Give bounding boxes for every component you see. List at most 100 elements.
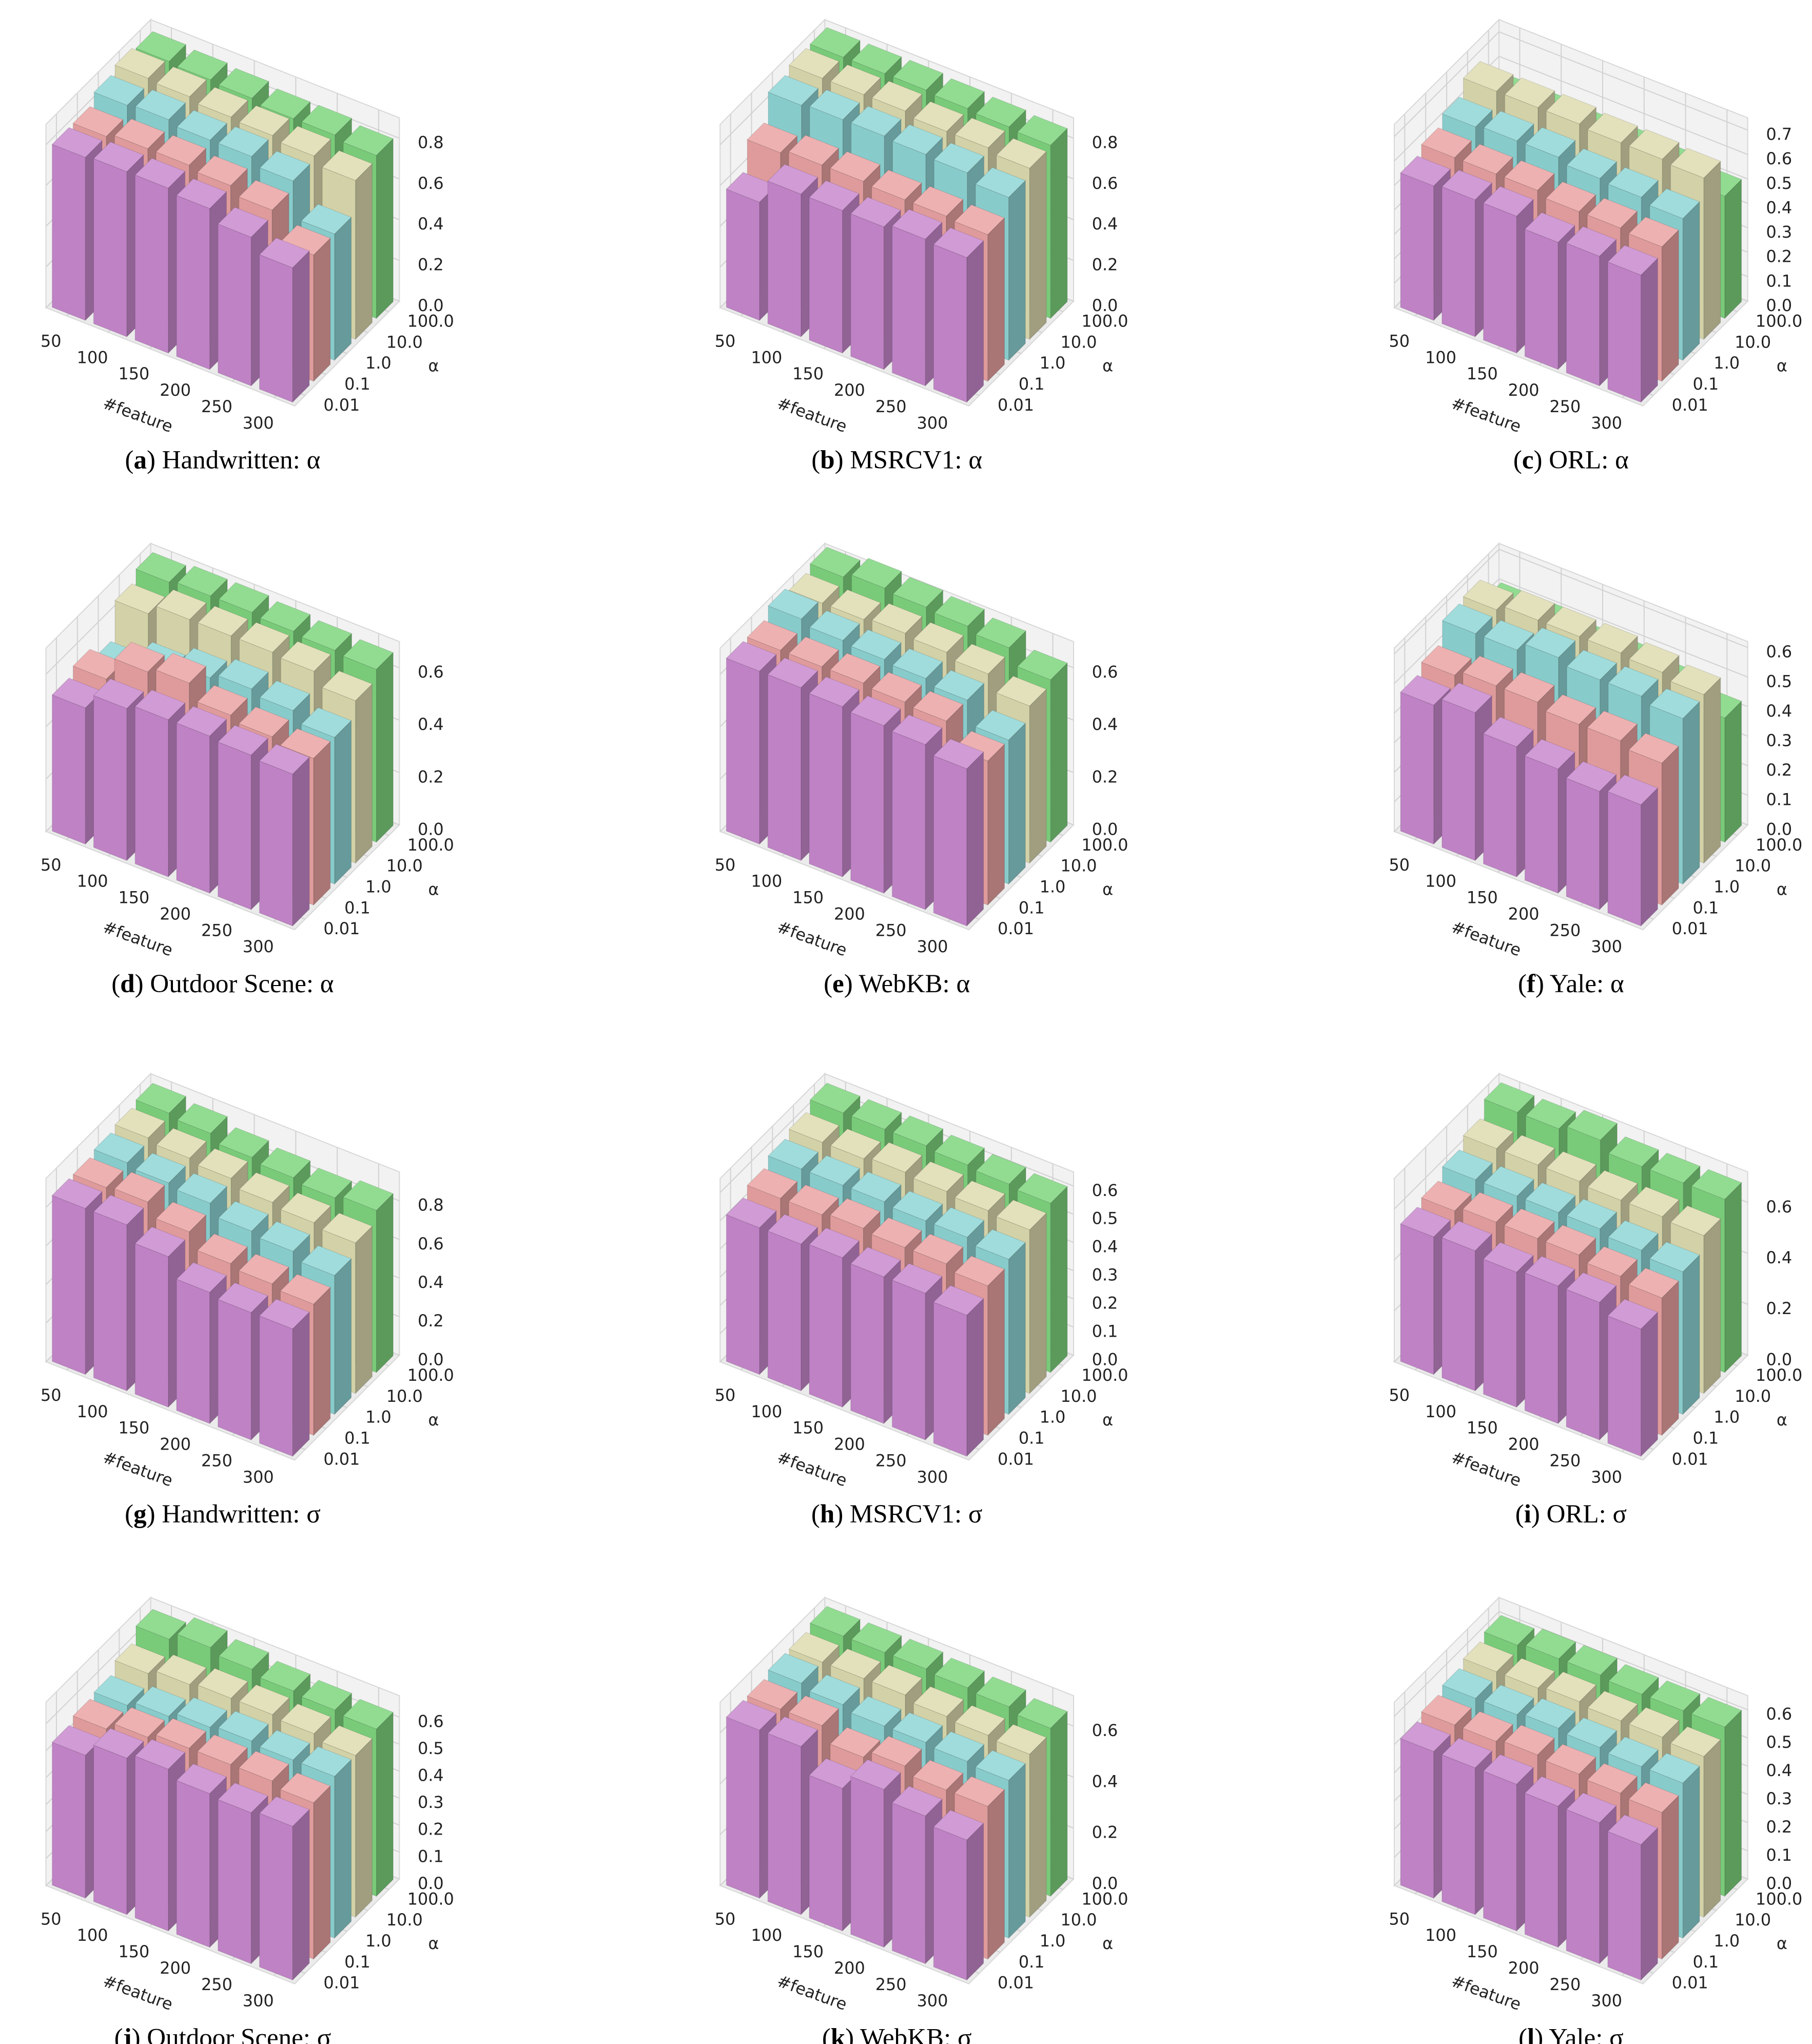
bar-top <box>177 1103 228 1134</box>
bar-side <box>1050 1185 1068 1374</box>
y-axis-label: α <box>1777 1934 1787 1953</box>
bar-top <box>1670 664 1721 695</box>
y-tick-label: 10.0 <box>1061 1910 1097 1930</box>
bar-top <box>342 639 394 670</box>
bar-top <box>830 64 882 95</box>
bar-top <box>1483 110 1534 142</box>
z-tick-label: 0.2 <box>1092 1294 1118 1313</box>
bar-top <box>892 1190 943 1222</box>
caption: (k) WebKB: σ <box>822 2023 972 2044</box>
bar-top <box>1586 1763 1638 1794</box>
bar-front <box>850 1776 885 1948</box>
bar-top <box>1463 61 1514 92</box>
bar-top <box>788 1184 840 1216</box>
z-tick-label: 0.1 <box>1092 1321 1118 1341</box>
bar-top <box>788 48 840 79</box>
bar-top <box>321 150 373 181</box>
bar-front <box>1607 1315 1642 1457</box>
bar-top <box>1628 1707 1680 1738</box>
bar-top <box>238 1254 290 1284</box>
z-tick-label: 0.0 <box>418 296 444 315</box>
y-tick-label: 1.0 <box>1040 1407 1066 1427</box>
bar-top <box>218 126 269 157</box>
bar-side <box>1029 1212 1047 1395</box>
z-tick-label: 0.0 <box>1092 1874 1118 1893</box>
x-tick-label: 200 <box>834 1435 865 1454</box>
y-tick-label: 0.01 <box>1672 1449 1708 1469</box>
bar-top <box>829 652 881 684</box>
y-tick-label: 0.1 <box>1019 1952 1045 1972</box>
bar-top <box>871 1217 922 1248</box>
y-tick-label: 10.0 <box>386 332 423 352</box>
bar-top <box>301 707 352 738</box>
z-tick-label: 0.0 <box>418 1349 444 1369</box>
z-tick-label: 0.0 <box>418 1874 444 1893</box>
bar-front <box>1566 778 1600 910</box>
bar-top <box>767 588 819 620</box>
bar-side <box>1008 180 1026 361</box>
bar-front <box>1607 261 1642 403</box>
bar-top <box>1628 1267 1680 1299</box>
bar-top <box>851 43 902 74</box>
x-tick-label: 100 <box>77 1402 108 1421</box>
bar-top <box>788 636 840 667</box>
caption-part: ) Yale: α <box>1535 970 1624 998</box>
x-tick-label: 200 <box>1508 380 1540 400</box>
x-tick-label: 150 <box>118 888 149 908</box>
bar-top <box>155 1654 207 1685</box>
bar <box>1607 774 1659 927</box>
bar-side <box>966 751 984 927</box>
y-tick-label: 0.01 <box>323 395 360 415</box>
bar-front <box>850 712 885 894</box>
caption: (l) Yale: σ <box>1518 2023 1624 2044</box>
bar-top <box>747 1168 798 1199</box>
caption-part: ) Handwritten: α <box>147 446 320 474</box>
bar-side <box>1029 1737 1047 1918</box>
x-tick-label: 250 <box>201 1975 232 1994</box>
bar-top <box>1587 112 1639 144</box>
bar-top <box>217 725 269 756</box>
z-tick-label: 0.3 <box>1766 1789 1792 1808</box>
bar-top <box>767 1139 819 1170</box>
caption-part: ) WebKB: α <box>844 970 970 998</box>
x-tick-label: 150 <box>1467 888 1498 908</box>
bar-top <box>134 89 186 120</box>
bar-top <box>197 87 249 118</box>
bar-top <box>850 695 902 726</box>
bar-top <box>238 706 290 738</box>
bar-top <box>892 60 944 91</box>
bar-top <box>809 1674 861 1705</box>
bar-side <box>987 1268 1005 1436</box>
bar-top <box>1546 1151 1597 1182</box>
bar <box>259 744 310 927</box>
z-tick-label: 0.3 <box>418 1792 444 1812</box>
bar-top <box>1504 1657 1555 1689</box>
z-tick-label: 0.6 <box>418 1234 444 1254</box>
x-tick-label: 300 <box>243 1991 274 2011</box>
x-tick-label: 250 <box>1549 1451 1581 1470</box>
x-tick-label: 200 <box>160 1958 191 1978</box>
z-tick-label: 0.3 <box>1766 730 1792 750</box>
bar-front <box>933 1301 967 1457</box>
bar-front <box>1524 1792 1558 1948</box>
bar-top <box>788 1112 840 1143</box>
caption: (c) ORL: α <box>1513 446 1629 474</box>
bar-top <box>891 209 943 240</box>
y-tick-label: 10.0 <box>1061 1386 1097 1406</box>
bar-front <box>176 1780 210 1948</box>
bar-top <box>239 1172 290 1203</box>
bar-top <box>1441 603 1493 634</box>
bar-top <box>1649 688 1701 719</box>
bar-top <box>321 1725 373 1756</box>
bar-top <box>913 101 964 132</box>
bar-side <box>1008 1242 1026 1415</box>
y-tick-label: 10.0 <box>1735 1910 1771 1930</box>
bar-top <box>1524 739 1575 769</box>
bar-side <box>1703 1739 1721 1918</box>
z-tick-label: 0.4 <box>1766 1761 1792 1780</box>
caption-part: ) MSRCV1: α <box>835 446 982 474</box>
y-axis-label: α <box>1777 1410 1787 1430</box>
bar-top <box>197 1734 248 1765</box>
bar-top <box>1691 1169 1742 1200</box>
